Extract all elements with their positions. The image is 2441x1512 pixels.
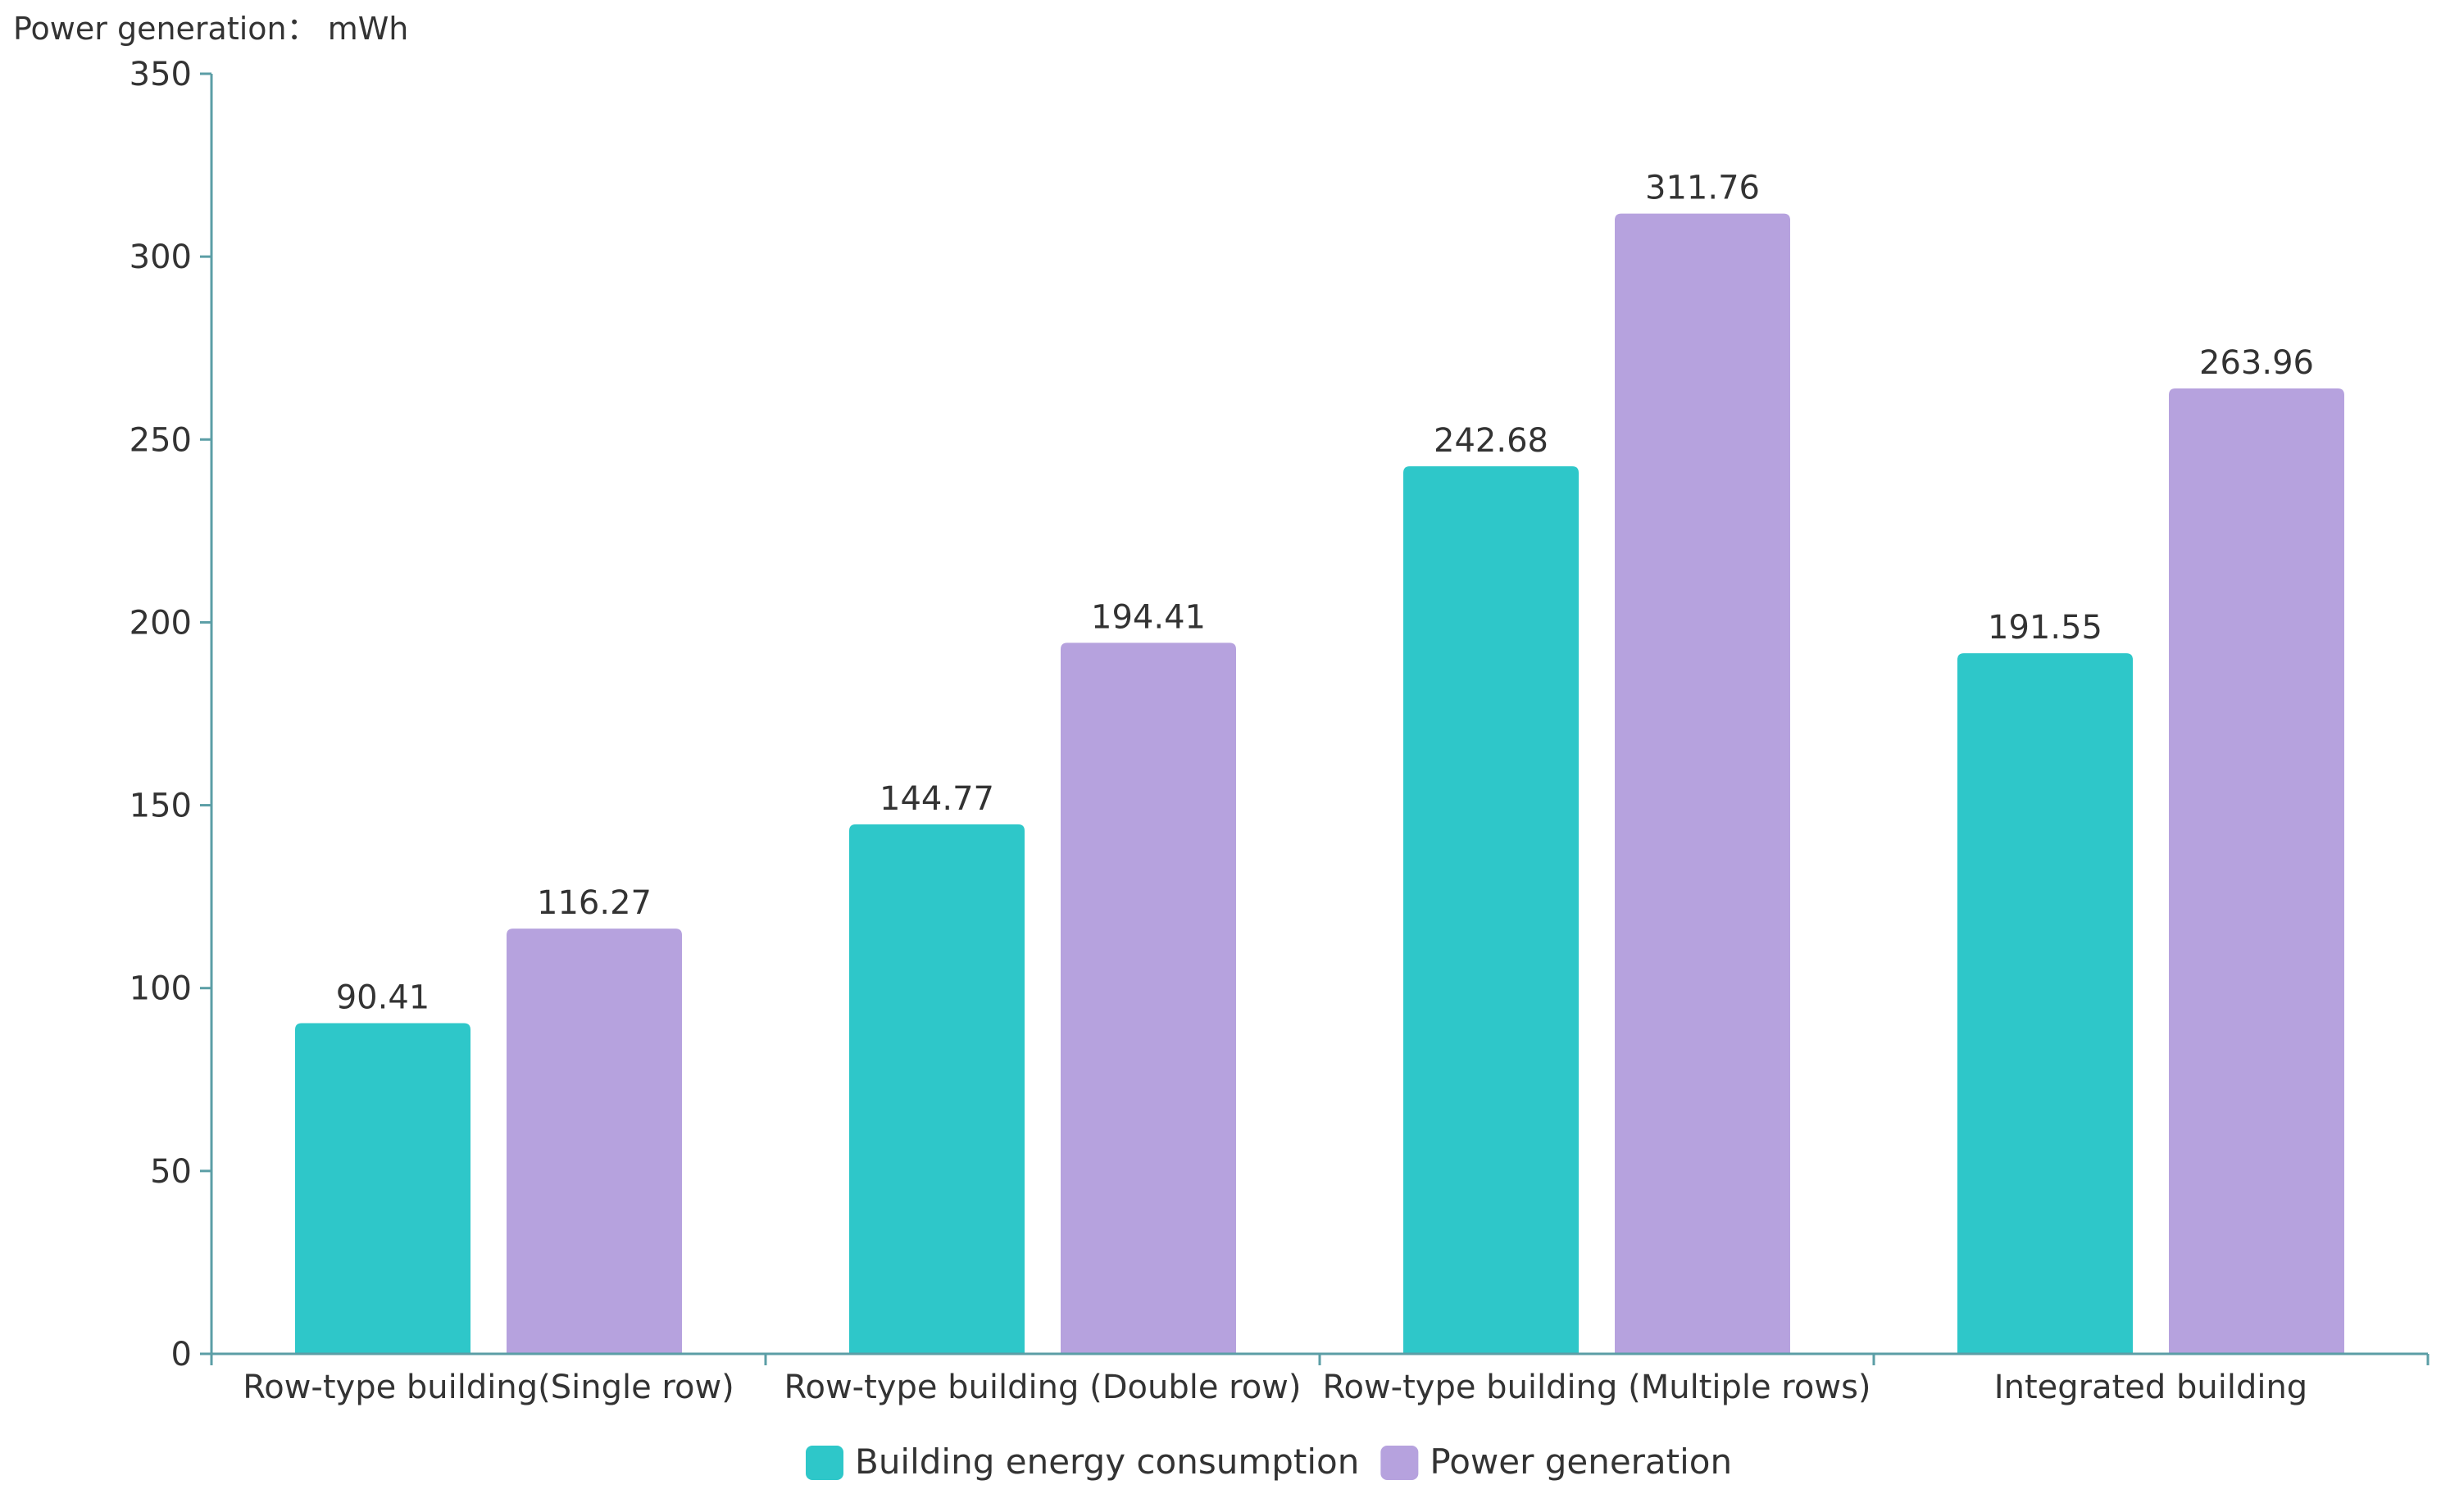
bar-power-generation[interactable] — [1615, 213, 1790, 1354]
bar-energy-consumption[interactable] — [849, 824, 1025, 1354]
bar-energy-consumption[interactable] — [295, 1023, 470, 1354]
x-category-label: Row-type building(Single row) — [243, 1369, 734, 1406]
bar-value-label: 116.27 — [537, 884, 652, 922]
x-axis: Row-type building(Single row) Row-type bu… — [210, 1352, 2430, 1406]
y-axis-title: Power generation： mWh — [13, 11, 408, 47]
y-tick-label: 350 — [130, 56, 192, 93]
bar-power-generation[interactable] — [2169, 388, 2344, 1354]
x-category-label: Row-type building (Double row) — [784, 1369, 1301, 1406]
y-tick-label: 0 — [171, 1336, 192, 1374]
y-tick-label: 200 — [130, 604, 192, 642]
bar-value-label: 242.68 — [1434, 422, 1548, 460]
legend-label: Building energy consumption — [855, 1442, 1359, 1482]
bar-value-label: 90.41 — [336, 979, 430, 1017]
y-tick-label: 250 — [130, 421, 192, 459]
bar-value-label: 144.77 — [880, 780, 994, 818]
bar-value-label: 311.76 — [1645, 170, 1760, 207]
bar-power-generation[interactable] — [1061, 642, 1236, 1354]
bar-power-generation[interactable] — [507, 929, 682, 1354]
legend-item[interactable]: Power generation — [1380, 1442, 1732, 1482]
legend-label: Power generation — [1430, 1442, 1732, 1482]
bar-value-label: 191.55 — [1988, 609, 2102, 647]
y-tick-label: 50 — [150, 1153, 192, 1191]
bar-energy-consumption[interactable] — [1957, 653, 2133, 1354]
bar-value-label: 194.41 — [1091, 598, 1206, 636]
bars: 90.41 116.27 144.77 194.41 242.68 311.76 191.5… — [295, 170, 2344, 1354]
bar-value-label: 263.96 — [2199, 344, 2314, 382]
y-tick-label: 100 — [130, 970, 192, 1008]
x-category-label: Row-type building (Multiple rows) — [1322, 1369, 1871, 1406]
bar-energy-consumption[interactable] — [1403, 465, 1579, 1354]
legend-swatch — [806, 1446, 843, 1480]
legend: Building energy consumption Power generat… — [806, 1442, 1732, 1482]
x-category-label: Integrated building — [1994, 1369, 2307, 1406]
legend-swatch — [1380, 1446, 1419, 1480]
y-tick-label: 300 — [130, 238, 192, 276]
y-tick-label: 150 — [130, 788, 192, 825]
legend-item[interactable]: Building energy consumption — [806, 1442, 1359, 1482]
y-axis-ticks: 0 50 100 150 200 250 300 350 — [130, 56, 213, 1374]
